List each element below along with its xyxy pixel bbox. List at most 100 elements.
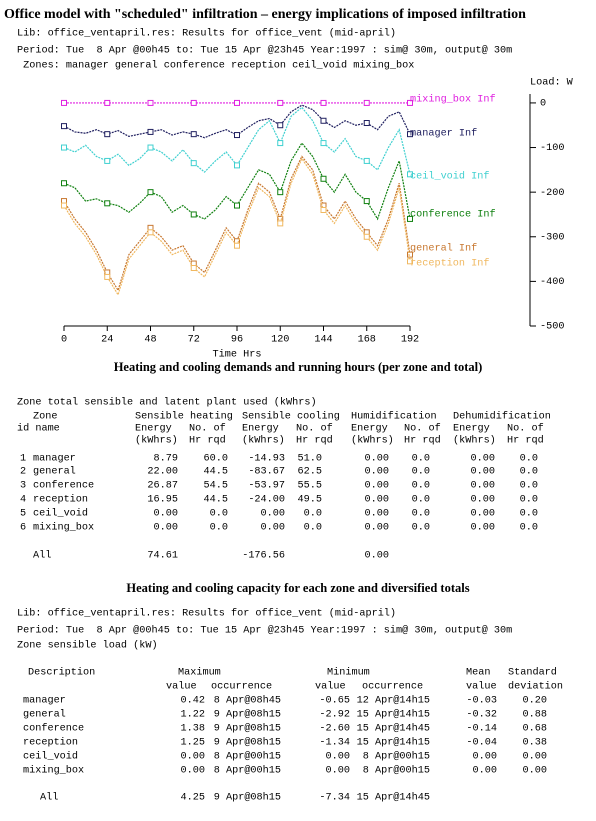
total-cell: 15 Apr@14h45 — [357, 792, 430, 804]
x-tick-label: 120 — [271, 335, 289, 346]
x-axis-label: Time Hrs — [213, 349, 262, 361]
legend-label: ceil_void Inf — [410, 171, 489, 183]
table-cell: 0.00 — [471, 467, 495, 478]
table-cell: 0.00 — [471, 509, 495, 520]
table-cell: 0.0 — [412, 495, 430, 506]
table-cell: 0.00 — [181, 752, 205, 763]
table-cell: 0.00 — [523, 752, 547, 763]
table-cell: 0.0 — [210, 509, 228, 520]
table-cell: 0.0 — [520, 523, 538, 534]
table-header: Standard — [508, 667, 557, 679]
series-marker — [61, 144, 67, 151]
zone-name: ceil_void — [33, 508, 88, 520]
series-marker — [320, 140, 327, 147]
series-marker — [147, 128, 154, 135]
y-axis-label: Load: W — [530, 77, 574, 89]
table-header: occurrence — [362, 682, 423, 693]
series-marker — [407, 258, 413, 265]
table-cell: 0.00 — [154, 509, 178, 520]
series-marker — [190, 131, 197, 138]
series-marker — [277, 122, 284, 129]
series-marker — [320, 207, 327, 213]
table-cell: 0.00 — [365, 523, 389, 534]
table-cell: 0.00 — [154, 523, 178, 534]
header-line: Period: Tue 8 Apr @00h45 to: Tue 15 Apr … — [17, 45, 512, 57]
series-line — [63, 157, 411, 297]
table-header: No. of — [296, 423, 333, 435]
table-cell: 44.5 — [204, 495, 228, 506]
series-marker — [104, 273, 111, 280]
legend-label: reception Inf — [410, 258, 489, 270]
series-marker — [147, 144, 154, 151]
series-marker — [234, 99, 240, 106]
series-marker — [277, 99, 284, 106]
total-cell: 74.61 — [147, 551, 178, 562]
y-tick-label: 0 — [540, 99, 546, 110]
y-tick-label: -100 — [540, 143, 564, 154]
series-marker — [363, 198, 370, 205]
table-header: Hr rqd — [296, 435, 333, 447]
table-cell: 54.5 — [204, 481, 228, 492]
table-cell: 15 Apr@14h15 — [357, 737, 430, 749]
table-cell: 0.00 — [261, 509, 285, 520]
table-cell: 0.88 — [523, 710, 547, 721]
table-cell: 8.79 — [154, 454, 178, 465]
table-header: Sensible cooling — [242, 411, 340, 423]
table-cell: -0.04 — [466, 738, 497, 749]
table-cell: 0.00 — [365, 495, 389, 506]
table-cell: -83.67 — [248, 467, 285, 478]
y-tick-label: -400 — [540, 277, 564, 288]
table-header: value — [315, 681, 346, 693]
table-header: No. of — [507, 423, 544, 435]
x-tick-label: 0 — [61, 335, 67, 346]
zone-name: mixing_box — [23, 765, 84, 777]
series-marker — [363, 99, 370, 106]
series-marker — [147, 229, 154, 236]
y-tick-label: -200 — [540, 188, 564, 199]
series-marker — [407, 131, 413, 138]
series-marker — [190, 265, 197, 271]
series-marker — [104, 99, 111, 106]
legend-label: general Inf — [410, 243, 477, 255]
table-cell: 0.0 — [520, 454, 538, 465]
table-header: Hr rqd — [189, 435, 226, 447]
table-cell: 8 Apr@00h15 — [214, 751, 281, 763]
table-cell: 0.0 — [412, 467, 430, 478]
table-header: value — [166, 681, 197, 693]
section-title: Heating and cooling capacity for each zo… — [126, 581, 469, 595]
zone-name: general — [33, 466, 76, 478]
series-marker — [277, 189, 284, 196]
table-header: Humidification — [351, 411, 437, 423]
series-marker — [320, 99, 327, 106]
table-cell: -2.60 — [319, 724, 350, 735]
table-cell: 9 Apr@08h15 — [214, 737, 281, 749]
table-cell: 62.5 — [298, 467, 322, 478]
zone-name: manager — [23, 696, 66, 707]
table-caption: Zone total sensible and latent plant use… — [17, 397, 317, 409]
zone-name: manager — [33, 454, 76, 465]
table-cell: 0.0 — [304, 523, 322, 534]
table-cell: -24.00 — [248, 495, 285, 506]
table-header: deviation — [508, 681, 563, 693]
series-marker — [61, 180, 67, 187]
legend-label: mixing_box Inf — [410, 94, 496, 106]
table-cell: 0.0 — [520, 495, 538, 506]
table-cell: 44.5 — [204, 467, 228, 478]
table-header: Energy — [135, 424, 172, 435]
table-cell: 0.00 — [471, 481, 495, 492]
zone-name: ceil_void — [23, 751, 78, 763]
table-header: (kWhrs) — [135, 435, 178, 447]
table-header: No. of — [189, 423, 226, 435]
table-header: Description — [28, 667, 95, 679]
series-marker — [147, 189, 154, 196]
table-cell: 16.95 — [147, 495, 178, 506]
table-cell: 26.87 — [147, 481, 178, 492]
table-header: Hr rqd — [404, 435, 441, 447]
table-cell: 0.0 — [412, 481, 430, 492]
series-marker — [407, 171, 413, 178]
table-header: Maximum — [178, 667, 221, 679]
zone-name: reception — [23, 737, 78, 749]
series-marker — [407, 251, 413, 258]
table-cell: 9 Apr@08h15 — [214, 709, 281, 721]
